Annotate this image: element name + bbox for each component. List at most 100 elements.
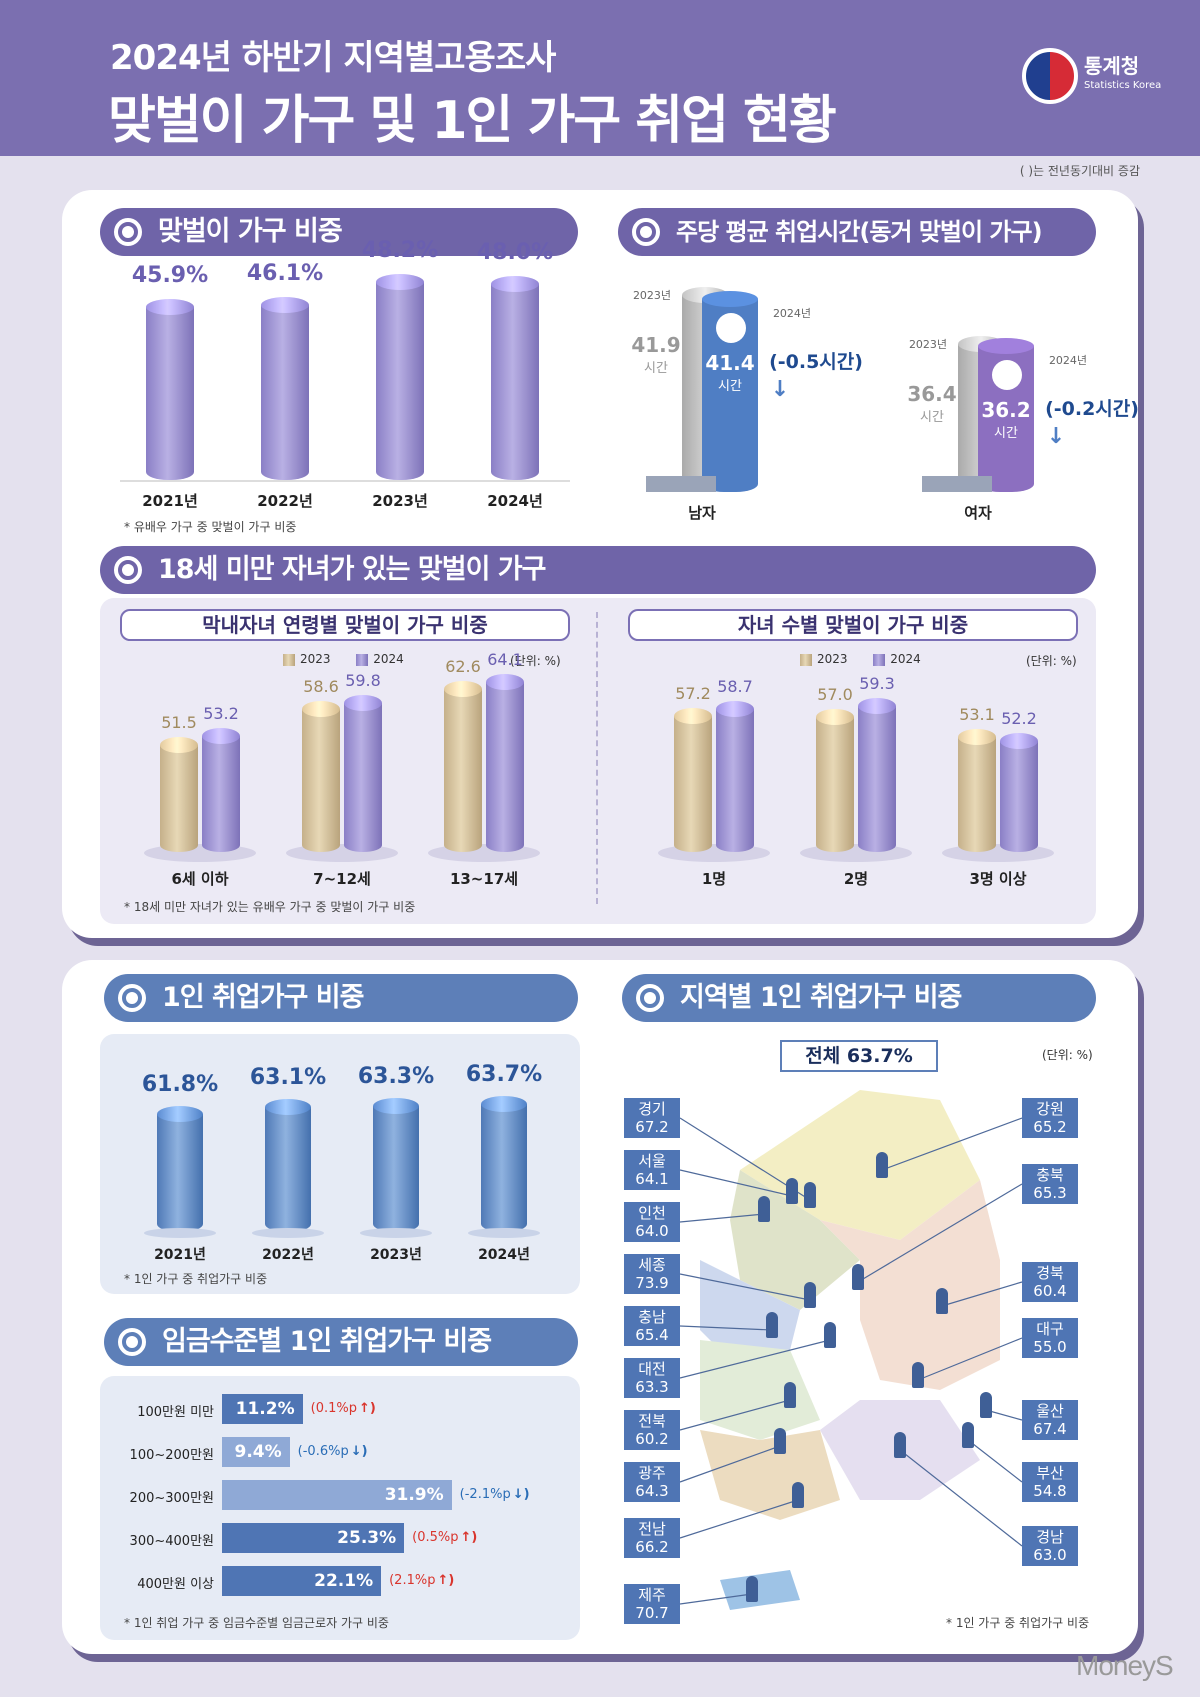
legend-2023-swatch [283, 653, 295, 666]
under18-box [100, 598, 1096, 924]
value-2024: 64.1 [487, 649, 523, 669]
region-value: 55.0 [1033, 1338, 1067, 1356]
region-label: 부산 54.8 [1022, 1462, 1078, 1502]
worker-icon [876, 1152, 888, 1178]
value-2024: 59.3 [859, 673, 895, 693]
bullet-icon [118, 1328, 146, 1356]
value-2023: 62.6 [445, 657, 481, 676]
tick-label: 2022년 [257, 492, 313, 510]
tick-label: 3명 이상 [969, 870, 1027, 888]
bar [265, 1107, 311, 1232]
tick-label: 6세 이하 [171, 870, 229, 888]
category-label: 200~300만원 [129, 1491, 214, 1506]
section-dual-share: 맞벌이 가구 비중 [100, 208, 578, 256]
up-arrow-icon: ↑) [437, 1573, 455, 1588]
section-single-share: 1인 취업가구 비중 [104, 974, 578, 1022]
region-label: 울산 67.4 [1022, 1400, 1078, 1440]
watermark: MoneyS [1076, 1650, 1174, 1681]
bar: 31.9% [222, 1480, 452, 1510]
header-banner: 2024년 하반기 지역별고용조사 맞벌이 가구 및 1인 가구 취업 현황 통… [0, 0, 1200, 156]
bar-2024 [344, 703, 382, 852]
region-name: 충북 [1036, 1166, 1064, 1184]
value-2023: 41.9 [631, 332, 681, 357]
down-arrow-icon: ↓ [1046, 424, 1066, 450]
region-value: 67.2 [635, 1118, 669, 1136]
series-2024-label: 2024년 [772, 307, 812, 321]
section-region: 지역별 1인 취업가구 비중 [622, 974, 1096, 1022]
logo-name: 통계청 [1084, 54, 1140, 78]
data-label: 61.8% [141, 1072, 219, 1098]
legend: 2023 2024 [800, 652, 921, 666]
shadow [252, 1228, 324, 1238]
worker-icon [804, 1182, 816, 1208]
category-label: 300~400만원 [129, 1534, 214, 1549]
change-label: (0.1%p ↑) [310, 1401, 376, 1416]
region-name: 대구 [1036, 1320, 1064, 1338]
legend-2024-swatch [356, 653, 369, 666]
region-name: 경기 [638, 1100, 666, 1118]
bar [261, 304, 309, 480]
series-2023-label: 2023년 [632, 288, 672, 302]
category-label: 여자 [964, 504, 992, 522]
legend-2024: 2024 [373, 652, 404, 666]
bar [157, 1114, 203, 1232]
bar: 9.4% [222, 1437, 290, 1467]
region-value: 54.8 [1033, 1482, 1067, 1500]
bar [491, 284, 539, 480]
change-label: (2.1%p ↑) [389, 1573, 455, 1588]
unit-2023: 시간 [920, 410, 944, 426]
bar-2023 [302, 709, 340, 852]
region-value: 65.3 [1033, 1184, 1067, 1202]
worker-icon [962, 1422, 974, 1448]
desk [922, 476, 992, 492]
unit-2023: 시간 [644, 360, 668, 376]
region-name: 전북 [638, 1412, 666, 1430]
data-label: 46.1% [246, 260, 324, 286]
region-label: 서울 64.1 [624, 1150, 680, 1190]
data-label: 48.2% [361, 237, 439, 263]
region-name: 부산 [1036, 1464, 1064, 1482]
category-label: 100~200만원 [129, 1448, 214, 1463]
desk [646, 476, 716, 492]
data-label: 63.7% [465, 1062, 543, 1088]
region-value: 63.0 [1033, 1546, 1067, 1564]
region-label: 경북 60.4 [1022, 1262, 1078, 1302]
category-label: 100만원 미만 [137, 1405, 214, 1420]
worker-icon [766, 1312, 778, 1338]
bar-2023 [160, 744, 198, 852]
tick-label: 1명 [701, 870, 727, 888]
region-name: 세종 [638, 1256, 666, 1274]
category-label: 남자 [688, 504, 716, 522]
bar [373, 1106, 419, 1232]
legend-2023: 2023 [817, 652, 848, 666]
tick-label: 2023년 [372, 492, 428, 510]
unit-label: (단위: %) [1042, 1048, 1093, 1062]
up-arrow-icon: ↑) [358, 1401, 376, 1416]
section-weekly-hours: 주당 평균 취업시간(동거 맞벌이 가구) [618, 208, 1096, 256]
worker-icon [980, 1392, 992, 1418]
value-2024: 36.2 [981, 398, 1031, 423]
unit-label: (단위: %) [1026, 654, 1077, 668]
section-label: 맞벌이 가구 비중 [158, 216, 343, 247]
worker-icon [912, 1362, 924, 1388]
region-value: 66.2 [635, 1538, 669, 1556]
tick-label: 2024년 [478, 1247, 530, 1263]
bullet-icon [114, 218, 142, 246]
tick-label: 2023년 [370, 1247, 422, 1263]
series-2024-label: 2024년 [1048, 354, 1088, 368]
unit-2024: 시간 [994, 426, 1018, 442]
tick-label: 7~12세 [313, 870, 371, 888]
data-label: 63.1% [249, 1065, 327, 1091]
worker-icon [894, 1432, 906, 1458]
statistics-korea-logo: 통계청 Statistics Korea [1022, 48, 1170, 108]
legend: 2023 2024 [283, 652, 404, 666]
header-subtitle: 2024년 하반기 지역별고용조사 [110, 38, 556, 78]
legend-2023-swatch [800, 653, 812, 666]
value-2024: 41.4 [705, 351, 755, 376]
data-label: 63.3% [357, 1064, 435, 1090]
bar: 25.3% [222, 1523, 405, 1553]
change-label: (-0.6%p ↓) [297, 1444, 368, 1459]
region-value: 60.4 [1033, 1282, 1067, 1300]
chart-title-youngest: 막내자녀 연령별 맞벌이 가구 비중 [120, 609, 570, 641]
value-2024: 58.7 [717, 676, 753, 696]
